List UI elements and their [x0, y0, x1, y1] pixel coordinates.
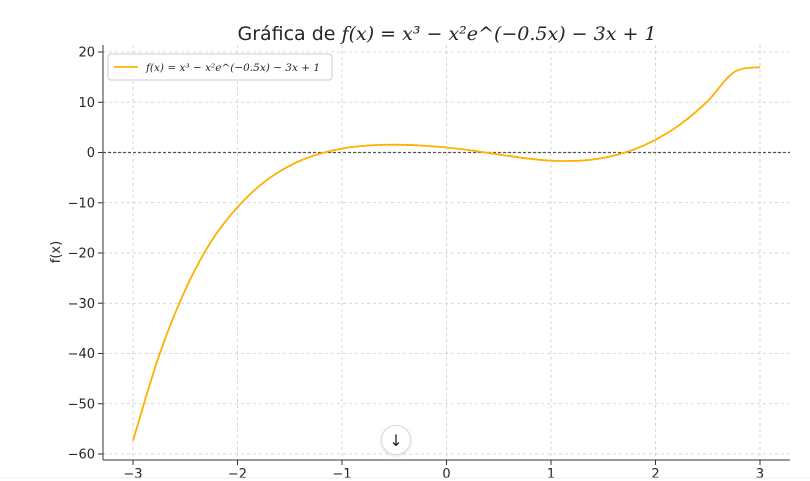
y-axis-label: f(x)	[49, 241, 64, 263]
y-tick-label: −40	[68, 347, 95, 362]
y-tick-label: −60	[68, 448, 95, 463]
legend-entry: f(x) = x³ − x²e^(−0.5x) − 3x + 1	[145, 62, 320, 74]
y-tick-label: 10	[78, 96, 95, 111]
y-tick-label: −20	[68, 247, 95, 262]
y-tick-label: 0	[87, 146, 95, 161]
x-tick-label: −3	[123, 467, 142, 481]
chart-title-formula: f(x) = x³ − x²e^(−0.5x) − 3x + 1	[340, 23, 657, 45]
y-tick-label: −50	[68, 397, 95, 412]
series-line	[132, 66, 761, 441]
chart-title: Gráfica de f(x) = x³ − x²e^(−0.5x) − 3x …	[237, 23, 656, 45]
x-tick-label: −1	[332, 467, 351, 481]
legend: f(x) = x³ − x²e^(−0.5x) − 3x + 1	[107, 53, 333, 81]
x-tick-label: −2	[228, 467, 247, 481]
y-tick-label: 20	[78, 46, 95, 61]
arrow-down-icon: ↓	[389, 430, 403, 450]
x-tick-label: 2	[651, 467, 659, 481]
chart-title-prefix: Gráfica de	[237, 23, 341, 45]
x-tick-label: 0	[442, 467, 450, 481]
y-tick-label: −10	[68, 196, 95, 211]
legend-box	[107, 53, 333, 81]
x-tick-label: 1	[547, 467, 555, 481]
x-tick-label: 3	[756, 467, 764, 481]
y-tick-label: −30	[68, 297, 95, 312]
scroll-down-button[interactable]: ↓	[381, 425, 411, 455]
